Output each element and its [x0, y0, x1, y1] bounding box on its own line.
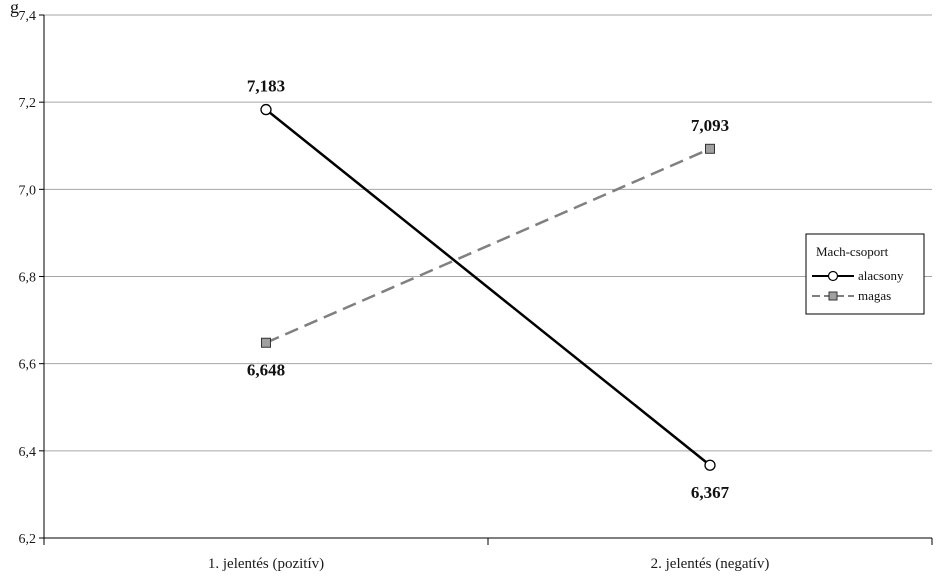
- data-point-magas: [261, 337, 271, 348]
- axes: [39, 14, 933, 545]
- y-tick-label: 7,2: [19, 96, 37, 111]
- data-point-alacsony: [704, 459, 716, 471]
- data-label: 6,648: [247, 361, 285, 380]
- x-category-label: 2. jelentés (negatív): [651, 556, 770, 572]
- y-tick-label: 6,6: [19, 358, 37, 373]
- data-point-alacsony: [260, 103, 272, 116]
- y-tick-label: 6,8: [19, 271, 37, 286]
- y-tick-label: 7,0: [19, 183, 37, 198]
- gridlines: [44, 14, 932, 452]
- y-axis-label: g: [10, 0, 19, 17]
- y-tick-label: 7,4: [19, 9, 37, 24]
- data-point-magas: [705, 143, 715, 154]
- y-tick-label: 6,4: [19, 445, 37, 460]
- legend-item-magas: magas: [812, 288, 891, 303]
- series-line-magas: [265, 147, 711, 344]
- legend-label-magas: magas: [858, 288, 891, 303]
- legend-title: Mach-csoport: [816, 244, 889, 259]
- data-label: 7,093: [691, 116, 729, 135]
- legend-marker-square-icon: [828, 291, 838, 301]
- x-category-label: 1. jelentés (pozitív): [208, 556, 324, 572]
- series-markers: [260, 103, 716, 471]
- series-line-alacsony: [265, 108, 711, 467]
- data-label: 6,367: [691, 483, 730, 502]
- y-tick-labels: 6,2 6,4 6,6 6,8 7,0 7,2 7,4: [19, 9, 37, 547]
- x-category-labels: 1. jelentés (pozitív) 2. jelentés (negatí…: [208, 556, 769, 572]
- legend-box: [805, 233, 925, 315]
- legend-item-alacsony: alacsony: [812, 268, 904, 283]
- y-tick-label: 6,2: [19, 532, 37, 547]
- data-labels: 7,183 6,367 6,648 7,093: [247, 77, 730, 503]
- series-lines: [265, 108, 711, 467]
- legend-label-alacsony: alacsony: [858, 268, 904, 283]
- legend: Mach-csoport alacsony magas: [805, 233, 925, 315]
- legend-marker-circle-icon: [827, 270, 839, 282]
- data-label: 7,183: [247, 77, 285, 96]
